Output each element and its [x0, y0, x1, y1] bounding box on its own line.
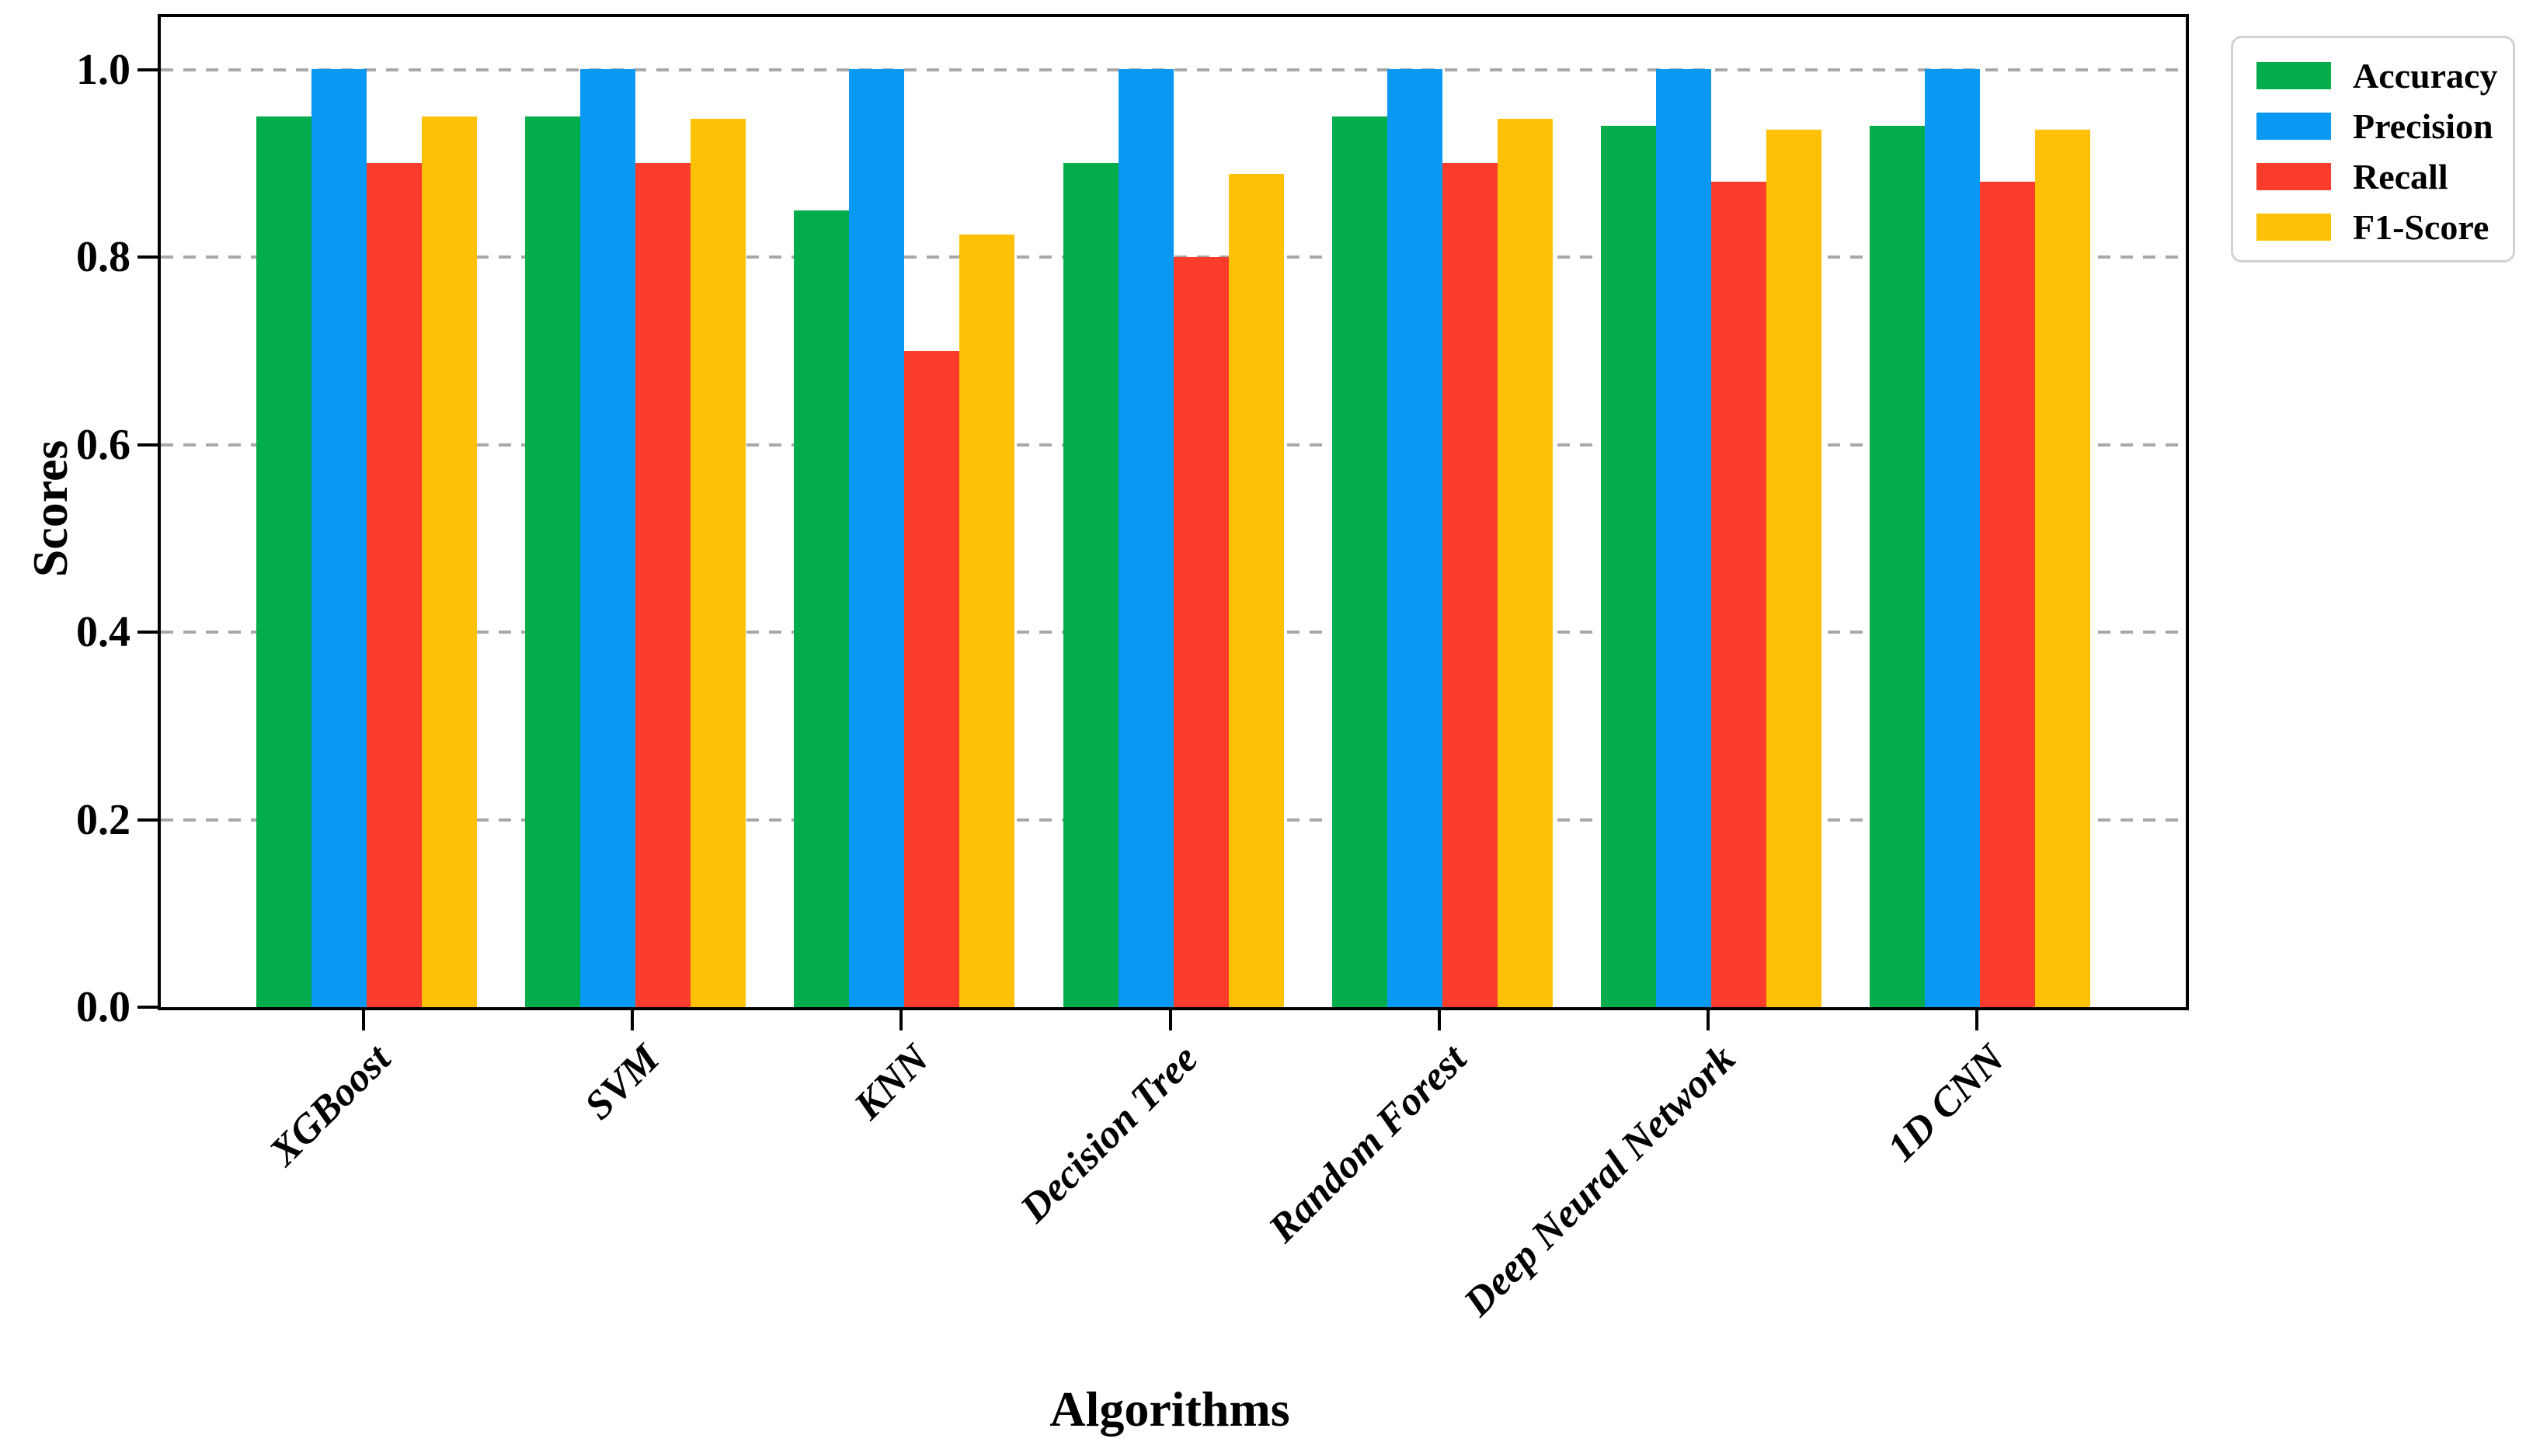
x-tick-random-forest	[1437, 1010, 1441, 1030]
y-tick-label-1.0: 1.0	[76, 45, 130, 94]
bar-f1-score-decision-tree	[1228, 174, 1284, 1007]
bar-f1-score-xgboost	[422, 116, 477, 1007]
x-tick-xgboost	[362, 1010, 365, 1030]
legend: Accuracy Precision Recall F1-Score	[2231, 36, 2515, 262]
legend-label-accuracy: Accuracy	[2353, 56, 2498, 96]
legend-label-precision: Precision	[2353, 106, 2493, 146]
bar-precision-decision-tree	[1118, 69, 1174, 1007]
y-tick-label-0.6: 0.6	[76, 420, 130, 469]
bar-recall-decision-tree	[1173, 257, 1229, 1007]
x-tick-svm	[631, 1010, 635, 1030]
bar-recall-deep-neural-network	[1710, 182, 1766, 1007]
x-tick-label-deep-neural-network: Deep Neural Network	[1455, 1036, 1745, 1326]
bar-f1-score-knn	[959, 235, 1015, 1007]
legend-label-recall: Recall	[2353, 157, 2448, 196]
y-tick-label-0.8: 0.8	[76, 233, 130, 281]
bar-accuracy-1d-cnn	[1870, 126, 1925, 1007]
bar-precision-svm	[580, 69, 636, 1007]
bar-precision-1d-cnn	[1925, 69, 1980, 1007]
y-tick-0.4	[137, 631, 161, 634]
legend-item-accuracy: Accuracy	[2233, 50, 2513, 101]
bar-accuracy-svm	[525, 116, 581, 1007]
y-tick-label-0.2: 0.2	[76, 795, 130, 844]
y-tick-0.6	[137, 443, 161, 447]
bar-recall-random-forest	[1442, 163, 1498, 1007]
bar-recall-xgboost	[367, 163, 422, 1007]
y-tick-0.8	[137, 255, 161, 259]
y-axis-label: Scores	[23, 440, 78, 578]
gridline-1.0	[161, 68, 2186, 71]
x-tick-label-xgboost: XGBoost	[261, 1036, 400, 1175]
x-tick-decision-tree	[1168, 1010, 1172, 1030]
x-tick-label-decision-tree: Decision Tree	[1011, 1036, 1206, 1232]
bar-precision-knn	[849, 69, 905, 1007]
plot-area	[158, 14, 2189, 1010]
legend-swatch-accuracy	[2256, 62, 2331, 89]
x-tick-label-knn: KNN	[845, 1036, 938, 1128]
x-tick-knn	[899, 1010, 903, 1030]
bar-recall-svm	[635, 163, 691, 1007]
x-tick-label-1d-cnn: 1D CNN	[1879, 1036, 2013, 1170]
bar-accuracy-knn	[794, 210, 850, 1007]
x-tick-1d-cnn	[1975, 1010, 1978, 1030]
bar-precision-xgboost	[311, 69, 367, 1007]
legend-swatch-f1-score	[2256, 214, 2331, 241]
bar-f1-score-svm	[691, 119, 746, 1007]
bar-accuracy-random-forest	[1331, 116, 1387, 1007]
y-tick-0.0	[137, 1006, 161, 1009]
legend-swatch-precision	[2256, 113, 2331, 140]
bar-f1-score-deep-neural-network	[1766, 130, 1821, 1007]
legend-item-f1-score: F1-Score	[2233, 202, 2513, 252]
legend-item-recall: Recall	[2233, 151, 2513, 202]
legend-label-f1-score: F1-Score	[2353, 207, 2489, 247]
x-axis-label: Algorithms	[1049, 1381, 1290, 1437]
bar-accuracy-decision-tree	[1063, 163, 1119, 1007]
bar-f1-score-1d-cnn	[2035, 130, 2090, 1007]
bar-precision-deep-neural-network	[1655, 69, 1711, 1007]
y-tick-label-0.0: 0.0	[76, 983, 130, 1031]
bar-recall-knn	[904, 351, 960, 1007]
bar-accuracy-deep-neural-network	[1600, 126, 1656, 1007]
legend-swatch-recall	[2256, 163, 2331, 190]
bar-precision-random-forest	[1387, 69, 1442, 1007]
x-tick-label-random-forest: Random Forest	[1260, 1036, 1475, 1252]
y-tick-0.2	[137, 818, 161, 822]
bar-accuracy-xgboost	[256, 116, 311, 1007]
y-tick-1.0	[137, 68, 161, 71]
legend-item-precision: Precision	[2233, 101, 2513, 151]
x-tick-label-svm: SVM	[576, 1036, 669, 1128]
bar-f1-score-random-forest	[1497, 119, 1553, 1007]
bar-recall-1d-cnn	[1980, 182, 2035, 1007]
x-tick-deep-neural-network	[1706, 1010, 1710, 1030]
y-tick-label-0.4: 0.4	[76, 608, 130, 656]
